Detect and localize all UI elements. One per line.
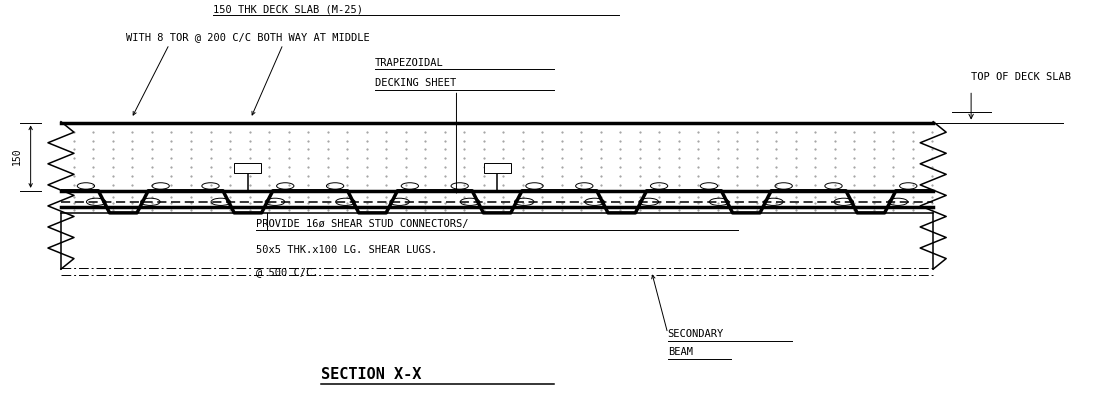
Text: PROVIDE 16ø SHEAR STUD CONNECTORS/: PROVIDE 16ø SHEAR STUD CONNECTORS/: [256, 219, 468, 229]
Text: @ 500 C/C.: @ 500 C/C.: [256, 267, 318, 277]
Bar: [235, 163, 261, 173]
Text: TOP OF DECK SLAB: TOP OF DECK SLAB: [971, 72, 1071, 82]
Text: TRAPEZOIDAL: TRAPEZOIDAL: [375, 58, 444, 68]
Text: BEAM: BEAM: [668, 347, 692, 358]
Text: 150: 150: [12, 148, 22, 166]
Text: 50x5 THK.x100 LG. SHEAR LUGS.: 50x5 THK.x100 LG. SHEAR LUGS.: [256, 245, 438, 255]
Text: SECTION X-X: SECTION X-X: [321, 367, 421, 382]
Text: DECKING SHEET: DECKING SHEET: [375, 79, 456, 88]
Text: SECONDARY: SECONDARY: [668, 329, 724, 339]
Text: WITH 8 TOR @ 200 C/C BOTH WAY AT MIDDLE: WITH 8 TOR @ 200 C/C BOTH WAY AT MIDDLE: [126, 32, 370, 42]
Bar: [484, 163, 510, 173]
Text: 150 THK DECK SLAB (M-25): 150 THK DECK SLAB (M-25): [213, 4, 363, 14]
